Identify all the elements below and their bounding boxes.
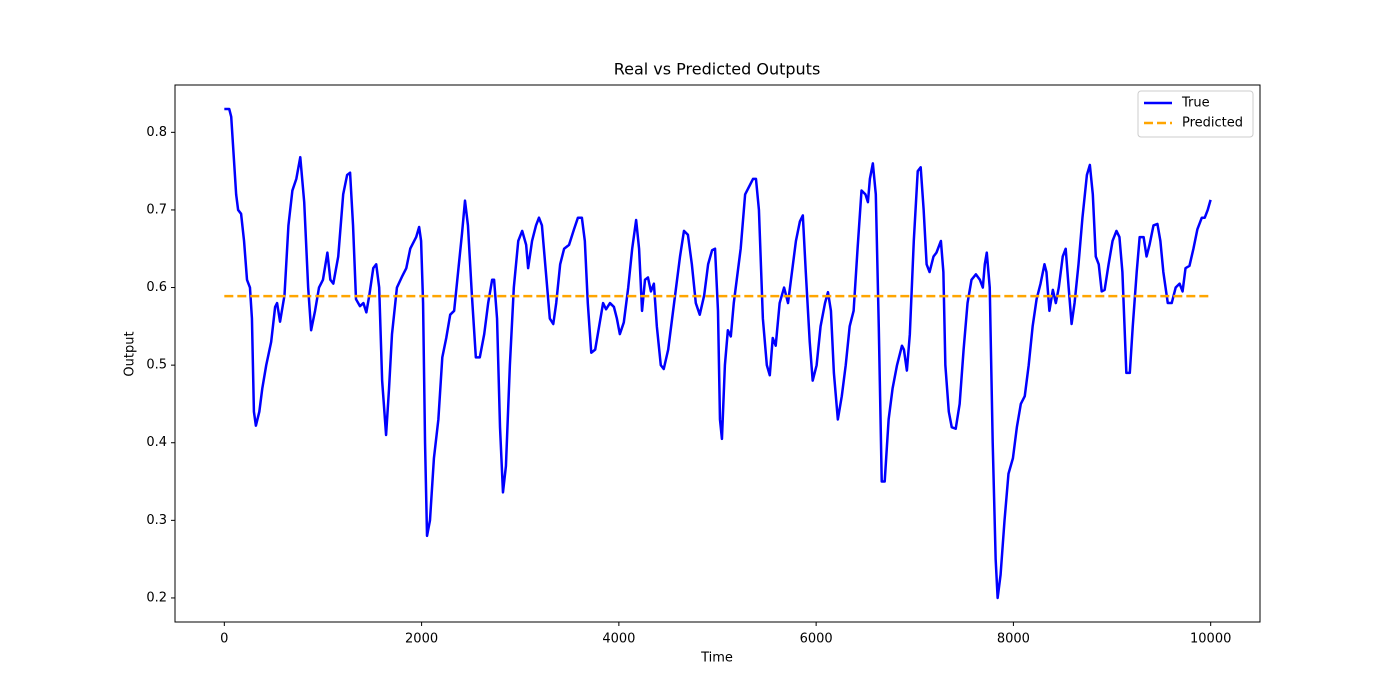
plot-frame: [174, 84, 1261, 623]
y-tick-label: 0.3: [146, 513, 167, 528]
x-tick-label: 10000: [1190, 632, 1231, 647]
line-series: [224, 107, 1212, 600]
chart-title: Real vs Predicted Outputs: [614, 60, 821, 79]
y-tick-label: 0.4: [146, 435, 167, 450]
x-tick-label: 6000: [800, 632, 833, 647]
x-tick-label: 8000: [997, 632, 1030, 647]
x-tick-label: 4000: [602, 632, 635, 647]
legend: True Predicted: [1137, 90, 1254, 138]
y-axis-label: Output: [123, 331, 138, 376]
y-tick-label: 0.8: [146, 125, 167, 140]
x-tick-label: 2000: [405, 632, 438, 647]
y-tick-label: 0.6: [146, 280, 167, 295]
y-tick-label: 0.5: [146, 358, 167, 373]
y-tick-label: 0.7: [146, 202, 167, 217]
x-tick-label: 0: [220, 632, 228, 647]
x-axis-label: Time: [700, 651, 733, 666]
y-tick-label: 0.2: [146, 590, 167, 605]
legend-label: Predicted: [1182, 116, 1243, 131]
legend-label: True: [1181, 96, 1210, 111]
